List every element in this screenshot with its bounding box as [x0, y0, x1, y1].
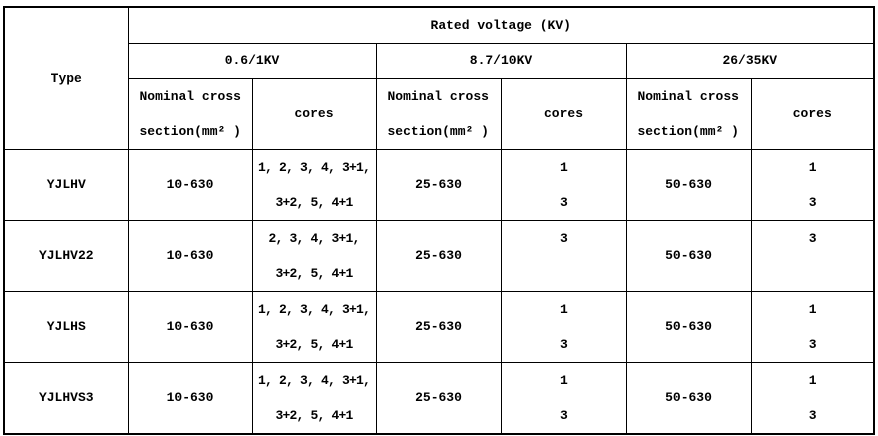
table-row: YJLHV 10-630 1, 2, 3, 4, 3+1, 3+2, 5, 4+…: [3, 148, 875, 221]
table-row: YJLHS 10-630 1, 2, 3, 4, 3+1, 3+2, 5, 4+…: [3, 290, 875, 363]
voltage-header-26-35kv: 26/35KV: [625, 42, 875, 79]
table-row: YJLHVS3 10-630 1, 2, 3, 4, 3+1, 3+2, 5, …: [3, 361, 875, 434]
type-value: YJLHV: [46, 177, 86, 192]
section-value: 10-630: [166, 248, 214, 263]
section-cell: 10-630: [127, 361, 253, 434]
nominal-cross-header-cell: Nominal cross section(mm² ): [127, 77, 253, 150]
cores-value-line1: 1: [808, 159, 817, 175]
table-row: YJLHV22 10-630 2, 3, 4, 3+1, 3+2, 5, 4+1…: [3, 219, 875, 292]
cores-value-line1: 1, 2, 3, 4, 3+1,: [257, 372, 371, 388]
nominal-cross-header-cell: Nominal cross section(mm² ): [375, 77, 502, 150]
type-header-cell: Type: [3, 6, 129, 150]
nominal-cross-line2: section(mm² ): [387, 123, 489, 139]
type-cell: YJLHS: [3, 290, 129, 363]
cores-value-line2: 3+2, 5, 4+1: [275, 407, 353, 423]
type-value: YJLHV22: [38, 248, 94, 263]
cores-value-line2: 3: [808, 336, 817, 352]
section-cell: 10-630: [127, 290, 253, 363]
nominal-cross-line1: Nominal cross: [637, 88, 739, 104]
cores-value-line1: 1: [808, 372, 817, 388]
cores-value-line1: 3: [559, 230, 568, 246]
cores-cell: 1, 2, 3, 4, 3+1, 3+2, 5, 4+1: [251, 148, 377, 221]
section-value: 50-630: [665, 390, 712, 405]
cores-cell: 1, 2, 3, 4, 3+1, 3+2, 5, 4+1: [251, 290, 377, 363]
cable-spec-page: Type Rated voltage (KV) 0.6/1KV 8.7/10KV…: [0, 6, 878, 436]
cores-cell: 1, 2, 3, 4, 3+1, 3+2, 5, 4+1: [251, 361, 377, 434]
cores-value-line2: [752, 256, 873, 291]
cores-value-line2: 3+2, 5, 4+1: [275, 194, 353, 210]
type-value: YJLHS: [46, 319, 86, 334]
section-value: 25-630: [415, 177, 462, 192]
cores-value-line2: 3: [808, 194, 817, 210]
cores-value-line1: 1: [559, 301, 568, 317]
section-value: 50-630: [665, 177, 712, 192]
section-cell: 50-630: [625, 148, 752, 221]
cores-value-line1: 1: [808, 301, 817, 317]
section-value: 10-630: [166, 319, 214, 334]
cores-cell: 3: [750, 219, 875, 292]
cores-cell: 1 3: [500, 148, 627, 221]
nominal-cross-line2: section(mm² ): [637, 123, 739, 139]
nominal-cross-line1: Nominal cross: [139, 88, 241, 104]
voltage-header-0-6-1kv: 0.6/1KV: [127, 42, 377, 79]
cores-cell: 1 3: [750, 148, 875, 221]
cores-header-cell: cores: [750, 77, 875, 150]
voltage-header-8-7-10kv: 8.7/10KV: [375, 42, 627, 79]
type-cell: YJLHVS3: [3, 361, 129, 434]
type-value: YJLHVS3: [38, 390, 94, 405]
section-cell: 50-630: [625, 290, 752, 363]
cores-cell: 1 3: [750, 361, 875, 434]
section-cell: 50-630: [625, 219, 752, 292]
cores-header-label: cores: [792, 106, 832, 121]
cores-cell: 3: [500, 219, 627, 292]
cores-header-cell: cores: [251, 77, 377, 150]
cores-value-line2: 3: [559, 336, 568, 352]
section-cell: 25-630: [375, 219, 502, 292]
section-cell: 10-630: [127, 148, 253, 221]
cores-header-label: cores: [294, 106, 334, 121]
section-cell: 25-630: [375, 290, 502, 363]
section-value: 10-630: [166, 390, 214, 405]
nominal-cross-header-cell: Nominal cross section(mm² ): [625, 77, 752, 150]
section-value: 25-630: [415, 390, 462, 405]
cores-value-line1: 1: [559, 372, 568, 388]
section-cell: 25-630: [375, 148, 502, 221]
cores-header-label: cores: [543, 106, 583, 121]
cores-value-line2: 3: [559, 194, 568, 210]
section-value: 25-630: [415, 248, 462, 263]
cores-value-line2: 3: [808, 407, 817, 423]
section-cell: 25-630: [375, 361, 502, 434]
section-cell: 10-630: [127, 219, 253, 292]
rated-voltage-header-cell: Rated voltage (KV): [127, 6, 875, 44]
cores-value-line2: 3+2, 5, 4+1: [275, 265, 353, 281]
section-value: 10-630: [166, 177, 214, 192]
nominal-cross-line1: Nominal cross: [387, 88, 489, 104]
type-cell: YJLHV22: [3, 219, 129, 292]
cores-value-line2: [502, 256, 625, 291]
cores-cell: 1 3: [500, 361, 627, 434]
cores-value-line1: 2, 3, 4, 3+1,: [268, 230, 360, 246]
cores-value-line1: 3: [808, 230, 817, 246]
cores-value-line1: 1: [559, 159, 568, 175]
cable-spec-table: Type Rated voltage (KV) 0.6/1KV 8.7/10KV…: [3, 6, 875, 435]
cores-value-line1: 1, 2, 3, 4, 3+1,: [257, 301, 371, 317]
cores-cell: 1 3: [500, 290, 627, 363]
type-cell: YJLHV: [3, 148, 129, 221]
cores-header-cell: cores: [500, 77, 627, 150]
section-value: 50-630: [665, 319, 712, 334]
section-cell: 50-630: [625, 361, 752, 434]
cores-value-line1: 1, 2, 3, 4, 3+1,: [257, 159, 371, 175]
nominal-cross-line2: section(mm² ): [139, 123, 241, 139]
cores-value-line2: 3+2, 5, 4+1: [275, 336, 353, 352]
cores-cell: 1 3: [750, 290, 875, 363]
cores-cell: 2, 3, 4, 3+1, 3+2, 5, 4+1: [251, 219, 377, 292]
section-value: 25-630: [415, 319, 462, 334]
section-value: 50-630: [665, 248, 712, 263]
cores-value-line2: 3: [559, 407, 568, 423]
